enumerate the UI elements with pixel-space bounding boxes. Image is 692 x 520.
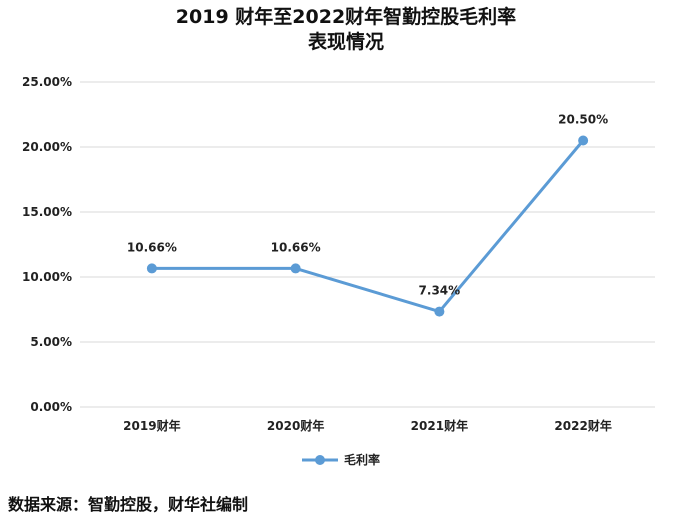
x-tick-label: 2022财年	[554, 418, 611, 433]
data-label: 20.50%	[558, 113, 608, 127]
data-label: 10.66%	[127, 240, 177, 254]
legend-swatch-marker	[315, 455, 325, 465]
y-tick-label: 0.00%	[30, 400, 72, 414]
y-tick-label: 5.00%	[30, 335, 72, 349]
y-tick-label: 25.00%	[22, 75, 72, 89]
y-tick-label: 20.00%	[22, 140, 72, 154]
y-tick-label: 15.00%	[22, 205, 72, 219]
data-point	[434, 306, 445, 317]
data-source-note: 数据来源：智勤控股，财华社编制	[8, 495, 249, 514]
series-line	[151, 139, 585, 314]
data-point	[290, 263, 301, 274]
data-label: 7.34%	[419, 284, 461, 298]
legend-label: 毛利率	[344, 452, 380, 467]
chart-title-line-2: 表现情况	[307, 31, 384, 53]
data-point	[578, 135, 589, 146]
data-label: 10.66%	[271, 240, 321, 254]
y-tick-label: 10.00%	[22, 270, 72, 284]
x-tick-label: 2020财年	[267, 418, 324, 433]
chart-title-line-1: 2019 财年至2022财年智勤控股毛利率	[175, 6, 517, 28]
x-tick-label: 2019财年	[123, 418, 180, 433]
data-point	[146, 263, 157, 274]
x-tick-label: 2021财年	[411, 418, 468, 433]
